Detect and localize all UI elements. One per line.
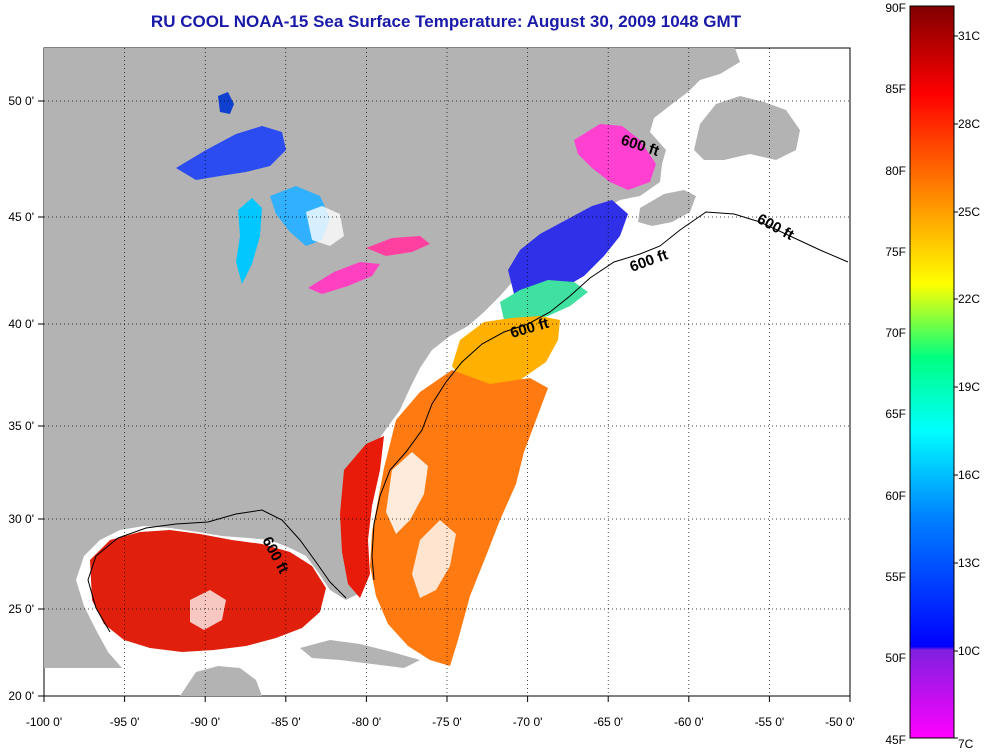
colorbar-f-label: 45F	[885, 733, 906, 747]
lon-label: -80 0'	[352, 715, 382, 729]
sst-atlantic-warm	[370, 370, 548, 666]
colorbar-f-label: 50F	[885, 651, 906, 665]
lon-label: -60 0'	[674, 715, 704, 729]
isobath-600ft	[371, 211, 849, 581]
colorbar-c-label: 7C	[958, 737, 974, 751]
colorbar-c-label: 22C	[958, 292, 980, 306]
lat-labels: 50 0' 45 0' 40 0' 35 0' 30 0' 25 0' 20 0…	[8, 94, 34, 703]
lon-label: -65 0'	[593, 715, 623, 729]
lon-labels: -100 0' -95 0' -90 0' -85 0' -80 0' -75 …	[26, 715, 855, 729]
colorbar-f-label: 80F	[885, 164, 906, 178]
cloud-patch-4	[306, 206, 344, 246]
lake-winnipeg	[218, 92, 234, 114]
lat-label: 40 0'	[8, 317, 34, 331]
lon-label: -70 0'	[513, 715, 543, 729]
isobath-600ft-gulf	[87, 509, 347, 633]
colorbar-c-label: 16C	[958, 468, 980, 482]
cloud-patch-3	[190, 590, 226, 630]
lon-label: -75 0'	[432, 715, 462, 729]
lat-label: 30 0'	[8, 512, 34, 526]
colorbar-c-ticks	[954, 35, 958, 739]
lake-erie	[308, 262, 380, 294]
colorbar-c-label: 25C	[958, 205, 980, 219]
colorbar-f-label: 55F	[885, 570, 906, 584]
lake-michigan	[236, 198, 262, 284]
lon-label: -90 0'	[190, 715, 220, 729]
cloud-patch-1	[386, 452, 428, 534]
map-title: RU COOL NOAA-15 Sea Surface Temperature:…	[150, 12, 742, 31]
land-cuba	[300, 640, 420, 668]
lon-label: -85 0'	[271, 715, 301, 729]
land-yucatan	[180, 666, 262, 696]
lake-superior	[176, 126, 286, 180]
lon-label: -55 0'	[755, 715, 785, 729]
colorbar-f-label: 85F	[885, 82, 906, 96]
lon-label: -100 0'	[26, 715, 62, 729]
sst-mid-atlantic-cool	[500, 280, 588, 322]
land-newfoundland	[694, 96, 800, 160]
colorbar-f-label: 70F	[885, 326, 906, 340]
colorbar-f-label: 90F	[885, 1, 906, 15]
colorbar-c-label: 31C	[958, 29, 980, 43]
lat-label: 35 0'	[8, 419, 34, 433]
lat-label: 50 0'	[8, 94, 34, 108]
colorbar-f-label: 60F	[885, 489, 906, 503]
colorbar-f-label: 65F	[885, 407, 906, 421]
sst-gulf-of-maine	[508, 200, 628, 302]
lat-label: 20 0'	[8, 689, 34, 703]
sst-florida-coast	[340, 436, 384, 598]
colorbar-c-label: 10C	[958, 644, 980, 658]
graticule	[44, 48, 850, 696]
colorbar-f-label: 75F	[885, 245, 906, 259]
cloud-patch-2	[412, 520, 456, 598]
axis-ticks	[38, 100, 851, 702]
sst-gulf-st-lawrence	[574, 124, 656, 190]
land-north-america	[44, 48, 740, 668]
colorbar	[909, 5, 955, 739]
lake-ontario	[366, 236, 430, 256]
colorbar-c-label: 28C	[958, 117, 980, 131]
colorbar-c-labels: 31C 28C 25C 22C 19C 16C 13C 10C 7C	[958, 29, 980, 751]
sst-mid-atlantic-warm	[452, 316, 560, 390]
lat-label: 25 0'	[8, 602, 34, 616]
lon-label: -95 0'	[110, 715, 140, 729]
colorbar-f-labels: 90F 85F 80F 75F 70F 65F 60F 55F 50F 45F	[885, 1, 906, 747]
lat-label: 45 0'	[8, 210, 34, 224]
lon-label: -50 0'	[825, 715, 855, 729]
colorbar-c-label: 19C	[958, 380, 980, 394]
colorbar-c-label: 13C	[958, 556, 980, 570]
